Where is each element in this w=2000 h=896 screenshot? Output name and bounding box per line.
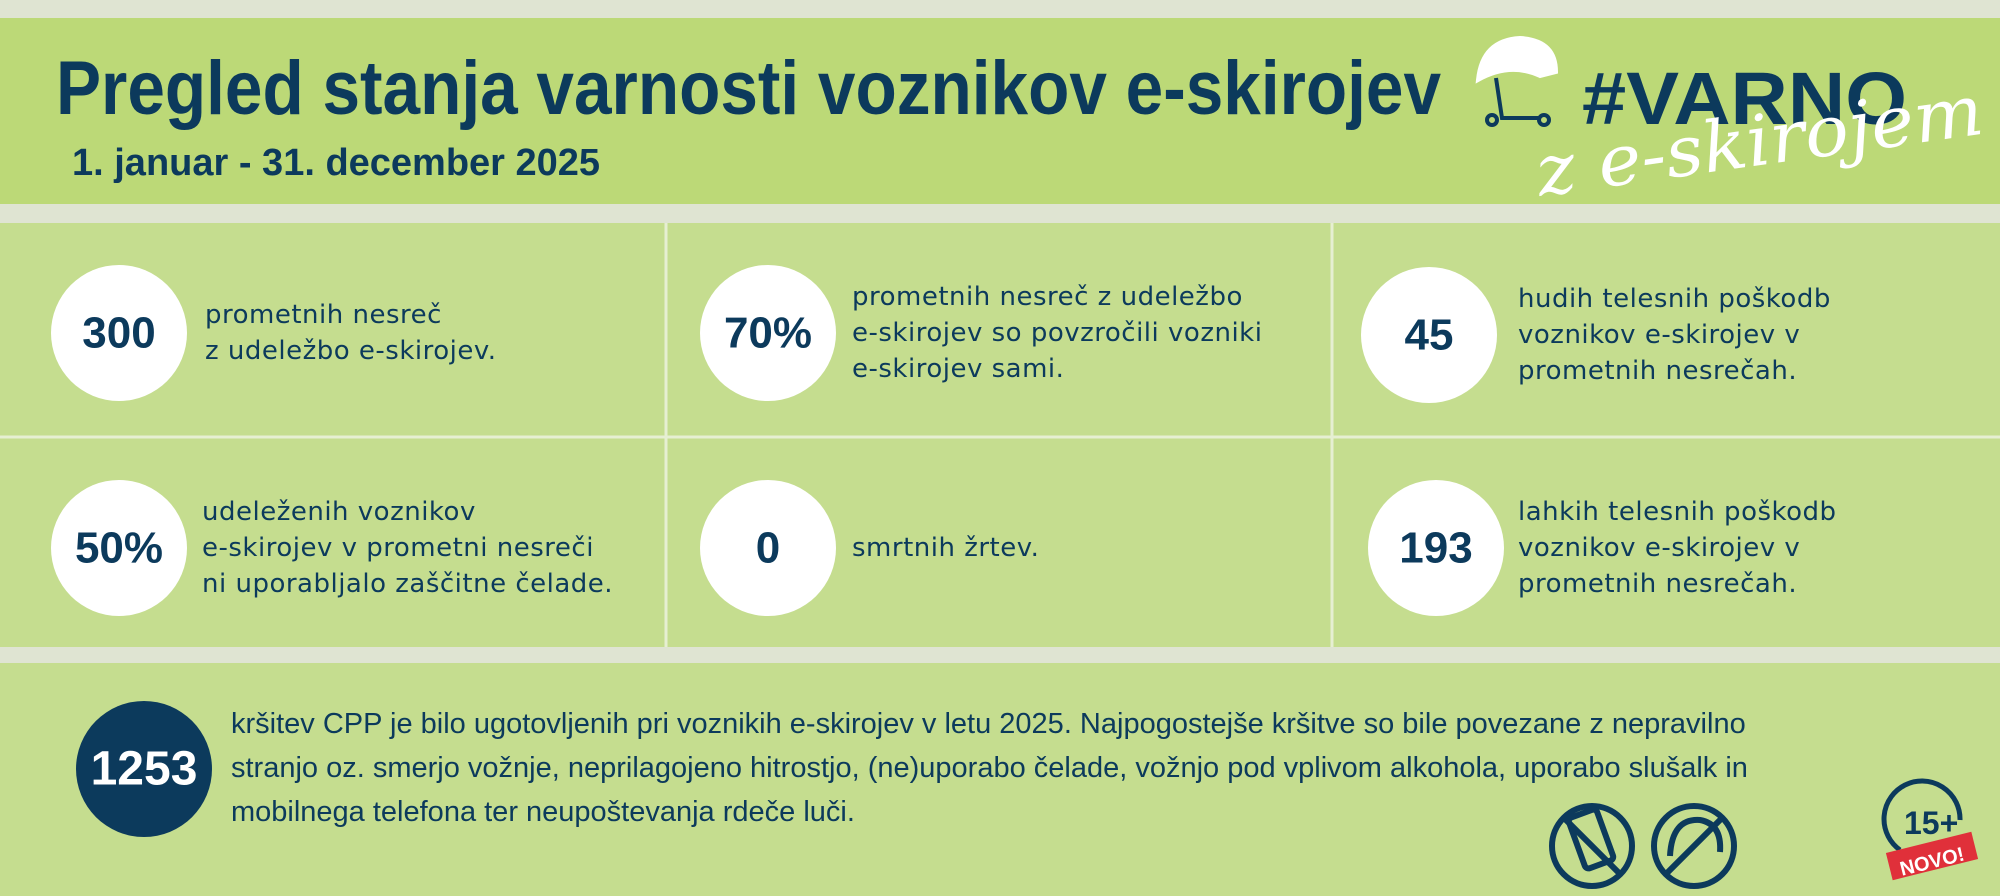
- summary-text: kršitev CPP je bilo ugotovljenih pri voz…: [231, 708, 1748, 828]
- stat-value: 70%: [724, 309, 812, 358]
- stat-circle: [1361, 267, 1497, 403]
- summary-line: mobilnega telefona ter neupoštevanja rde…: [231, 796, 855, 828]
- stat-circle: [1368, 480, 1504, 616]
- summary-line: stranjo oz. smerjo vožnje, neprilagojeno…: [231, 752, 1748, 784]
- stat-text: prometnih nesreč: [205, 300, 442, 330]
- summary-panel: [0, 663, 2000, 896]
- stat-circle: [51, 480, 187, 616]
- no-phone-icon: [1549, 803, 1635, 889]
- stats-panel: [0, 223, 2000, 647]
- age-label: 15+: [1904, 805, 1958, 841]
- stat-text: prometnih nesrečah.: [1518, 356, 1797, 386]
- summary-line: kršitev CPP je bilo ugotovljenih pri voz…: [231, 708, 1746, 740]
- summary-circle: [76, 701, 212, 837]
- stat-value: 45: [1405, 311, 1454, 360]
- stats: 300 prometnih nesreč z udeležbo e-skirojev…: [51, 265, 1837, 616]
- stat-text: hudih telesnih poškodb: [1518, 284, 1831, 314]
- stat-text: voznikov e-skirojev v: [1518, 320, 1800, 350]
- stat-value: 193: [1399, 524, 1472, 573]
- helmet-icon: [1475, 35, 1559, 127]
- stat-text: e-skirojev v prometni nesreči: [202, 533, 594, 563]
- logo-hashtag: #VARNO: [1582, 57, 1907, 140]
- stat-text: lahkih telesnih poškodb: [1518, 497, 1837, 527]
- stat-text: udeleženih voznikov: [202, 497, 476, 527]
- stat-value: 0: [756, 524, 780, 573]
- stat-text: smrtnih žrtev.: [852, 533, 1039, 563]
- title: Pregled stanja varnosti voznikov e-skiro…: [56, 46, 1441, 131]
- stat-circle: [51, 265, 187, 401]
- summary-value: 1253: [91, 743, 198, 796]
- stat-text: prometnih nesreč z udeležbo: [852, 282, 1243, 312]
- stat-value: 50%: [75, 524, 163, 573]
- subtitle: 1. januar - 31. december 2025: [72, 142, 600, 184]
- stat-circle: [700, 480, 836, 616]
- header-band: [0, 18, 2000, 204]
- no-headphones-icon: [1651, 803, 1737, 889]
- stat-value: 300: [82, 309, 155, 358]
- stat-text: voznikov e-skirojev v: [1518, 533, 1800, 563]
- stat-text: prometnih nesrečah.: [1518, 569, 1797, 599]
- stat-text: e-skirojev so povzročili vozniki: [852, 318, 1262, 348]
- stat-text: e-skirojev sami.: [852, 354, 1064, 384]
- stat-text: z udeležbo e-skirojev.: [205, 336, 497, 366]
- stat-text: ni uporabljalo zaščitne čelade.: [202, 569, 613, 599]
- stat-circle: [700, 265, 836, 401]
